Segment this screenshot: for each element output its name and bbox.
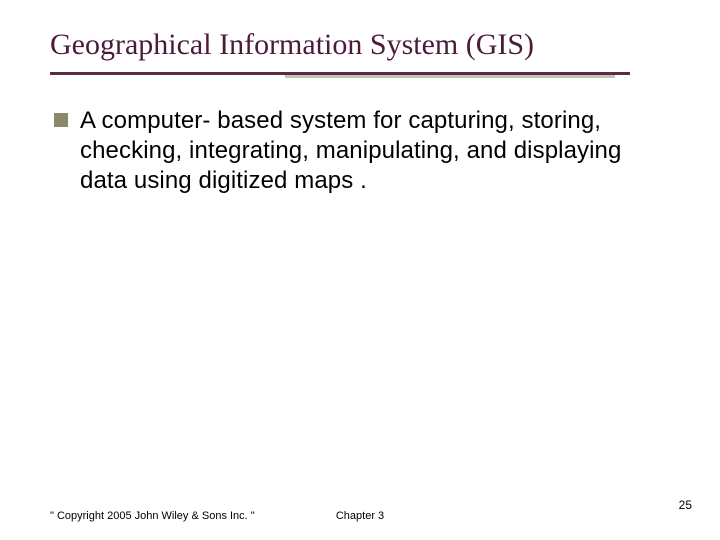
body-paragraph: A computer- based system for capturing, … (80, 106, 670, 196)
slide-title: Geographical Information System (GIS) (50, 28, 670, 62)
square-bullet-icon (54, 113, 68, 127)
page-number: 25 (679, 498, 692, 512)
chapter-label: Chapter 3 (336, 510, 384, 522)
title-underline (50, 72, 670, 78)
body-row: A computer- based system for capturing, … (50, 106, 670, 196)
copyright-text: " Copyright 2005 John Wiley & Sons Inc. … (50, 510, 255, 522)
underline-shadow (285, 75, 615, 78)
footer: " Copyright 2005 John Wiley & Sons Inc. … (0, 502, 720, 522)
slide-container: Geographical Information System (GIS) A … (0, 0, 720, 540)
